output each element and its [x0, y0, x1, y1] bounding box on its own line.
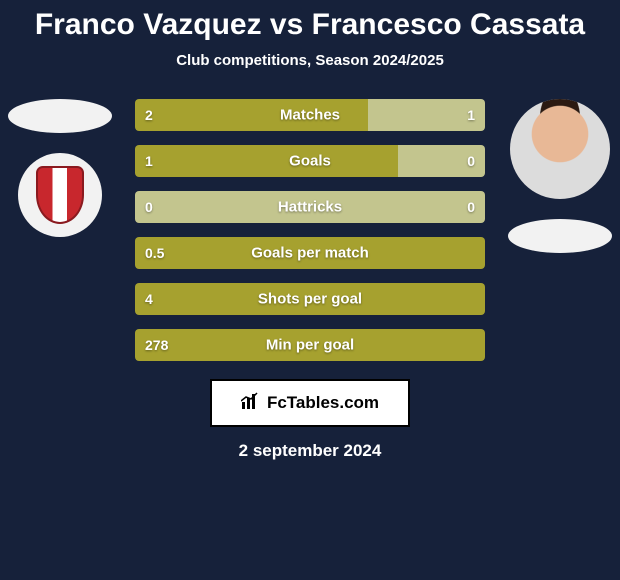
left-value: 2: [145, 107, 153, 123]
stat-label: Goals: [289, 153, 331, 170]
avatar-icon: [510, 99, 610, 199]
stat-row: 4 Shots per goal: [135, 283, 485, 315]
left-player-column: [5, 99, 115, 237]
left-value: 0.5: [145, 245, 164, 261]
shield-icon: [36, 166, 84, 224]
right-value: 0: [467, 199, 475, 215]
left-bar-fill: [135, 145, 398, 177]
stat-label: Min per goal: [266, 337, 354, 354]
right-player-name-pill: [508, 219, 612, 253]
stat-label: Hattricks: [278, 199, 342, 216]
branding-badge: FcTables.com: [210, 379, 410, 427]
stat-label: Shots per goal: [258, 291, 362, 308]
stat-row: 1 0 Goals: [135, 145, 485, 177]
stat-row: 2 1 Matches: [135, 99, 485, 131]
comparison-bars: 2 1 Matches 1 0 Goals 0 0 Hattricks 0.5 Goals per …: [135, 99, 485, 361]
stat-label: Goals per match: [251, 245, 369, 262]
right-value: 0: [467, 153, 475, 169]
left-value: 1: [145, 153, 153, 169]
right-value: 1: [467, 107, 475, 123]
subtitle: Club competitions, Season 2024/2025: [0, 52, 620, 69]
stat-row: 0.5 Goals per match: [135, 237, 485, 269]
right-player-avatar: [510, 99, 610, 199]
left-value: 0: [145, 199, 153, 215]
comparison-content: 2 1 Matches 1 0 Goals 0 0 Hattricks 0.5 Goals per …: [0, 99, 620, 461]
left-value: 278: [145, 337, 168, 353]
left-player-name-pill: [8, 99, 112, 133]
branding-text: FcTables.com: [267, 393, 379, 413]
left-club-badge: [18, 153, 102, 237]
footer-date: 2 september 2024: [0, 441, 620, 461]
stat-row: 278 Min per goal: [135, 329, 485, 361]
page-title: Franco Vazquez vs Francesco Cassata: [0, 0, 620, 42]
right-player-column: [505, 99, 615, 253]
left-value: 4: [145, 291, 153, 307]
stat-row: 0 0 Hattricks: [135, 191, 485, 223]
stat-label: Matches: [280, 107, 340, 124]
chart-icon: [241, 392, 261, 415]
